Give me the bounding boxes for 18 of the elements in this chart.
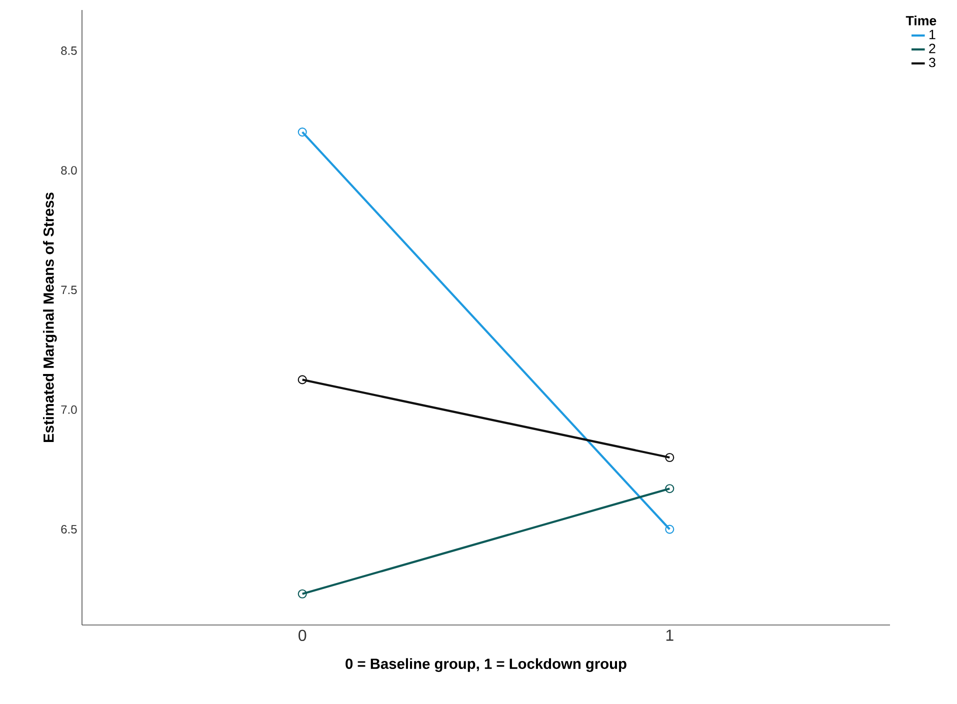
point xyxy=(665,524,674,534)
y-tick-label: 7.5 xyxy=(61,286,77,294)
point xyxy=(665,452,674,462)
legend-label: 2 xyxy=(929,44,936,54)
legend-label: 3 xyxy=(929,58,936,68)
y-tick-label: 7.0 xyxy=(61,405,77,414)
legend-label: 1 xyxy=(930,30,936,40)
y-tick-label: 8.0 xyxy=(61,166,77,175)
y-axis-title: Estimated Marginal Means of Stress xyxy=(43,192,57,442)
y-tick-label: 8.5 xyxy=(61,46,77,55)
x-tick-label: 0 xyxy=(298,630,306,642)
point xyxy=(298,375,307,384)
legend-title: Time xyxy=(906,16,936,26)
y-tick-label: 6.5 xyxy=(61,525,77,534)
x-axis-title: 0 = Baseline group, 1 = Lockdown group xyxy=(346,658,626,672)
point xyxy=(665,484,674,494)
point xyxy=(298,128,307,137)
point xyxy=(298,589,307,598)
